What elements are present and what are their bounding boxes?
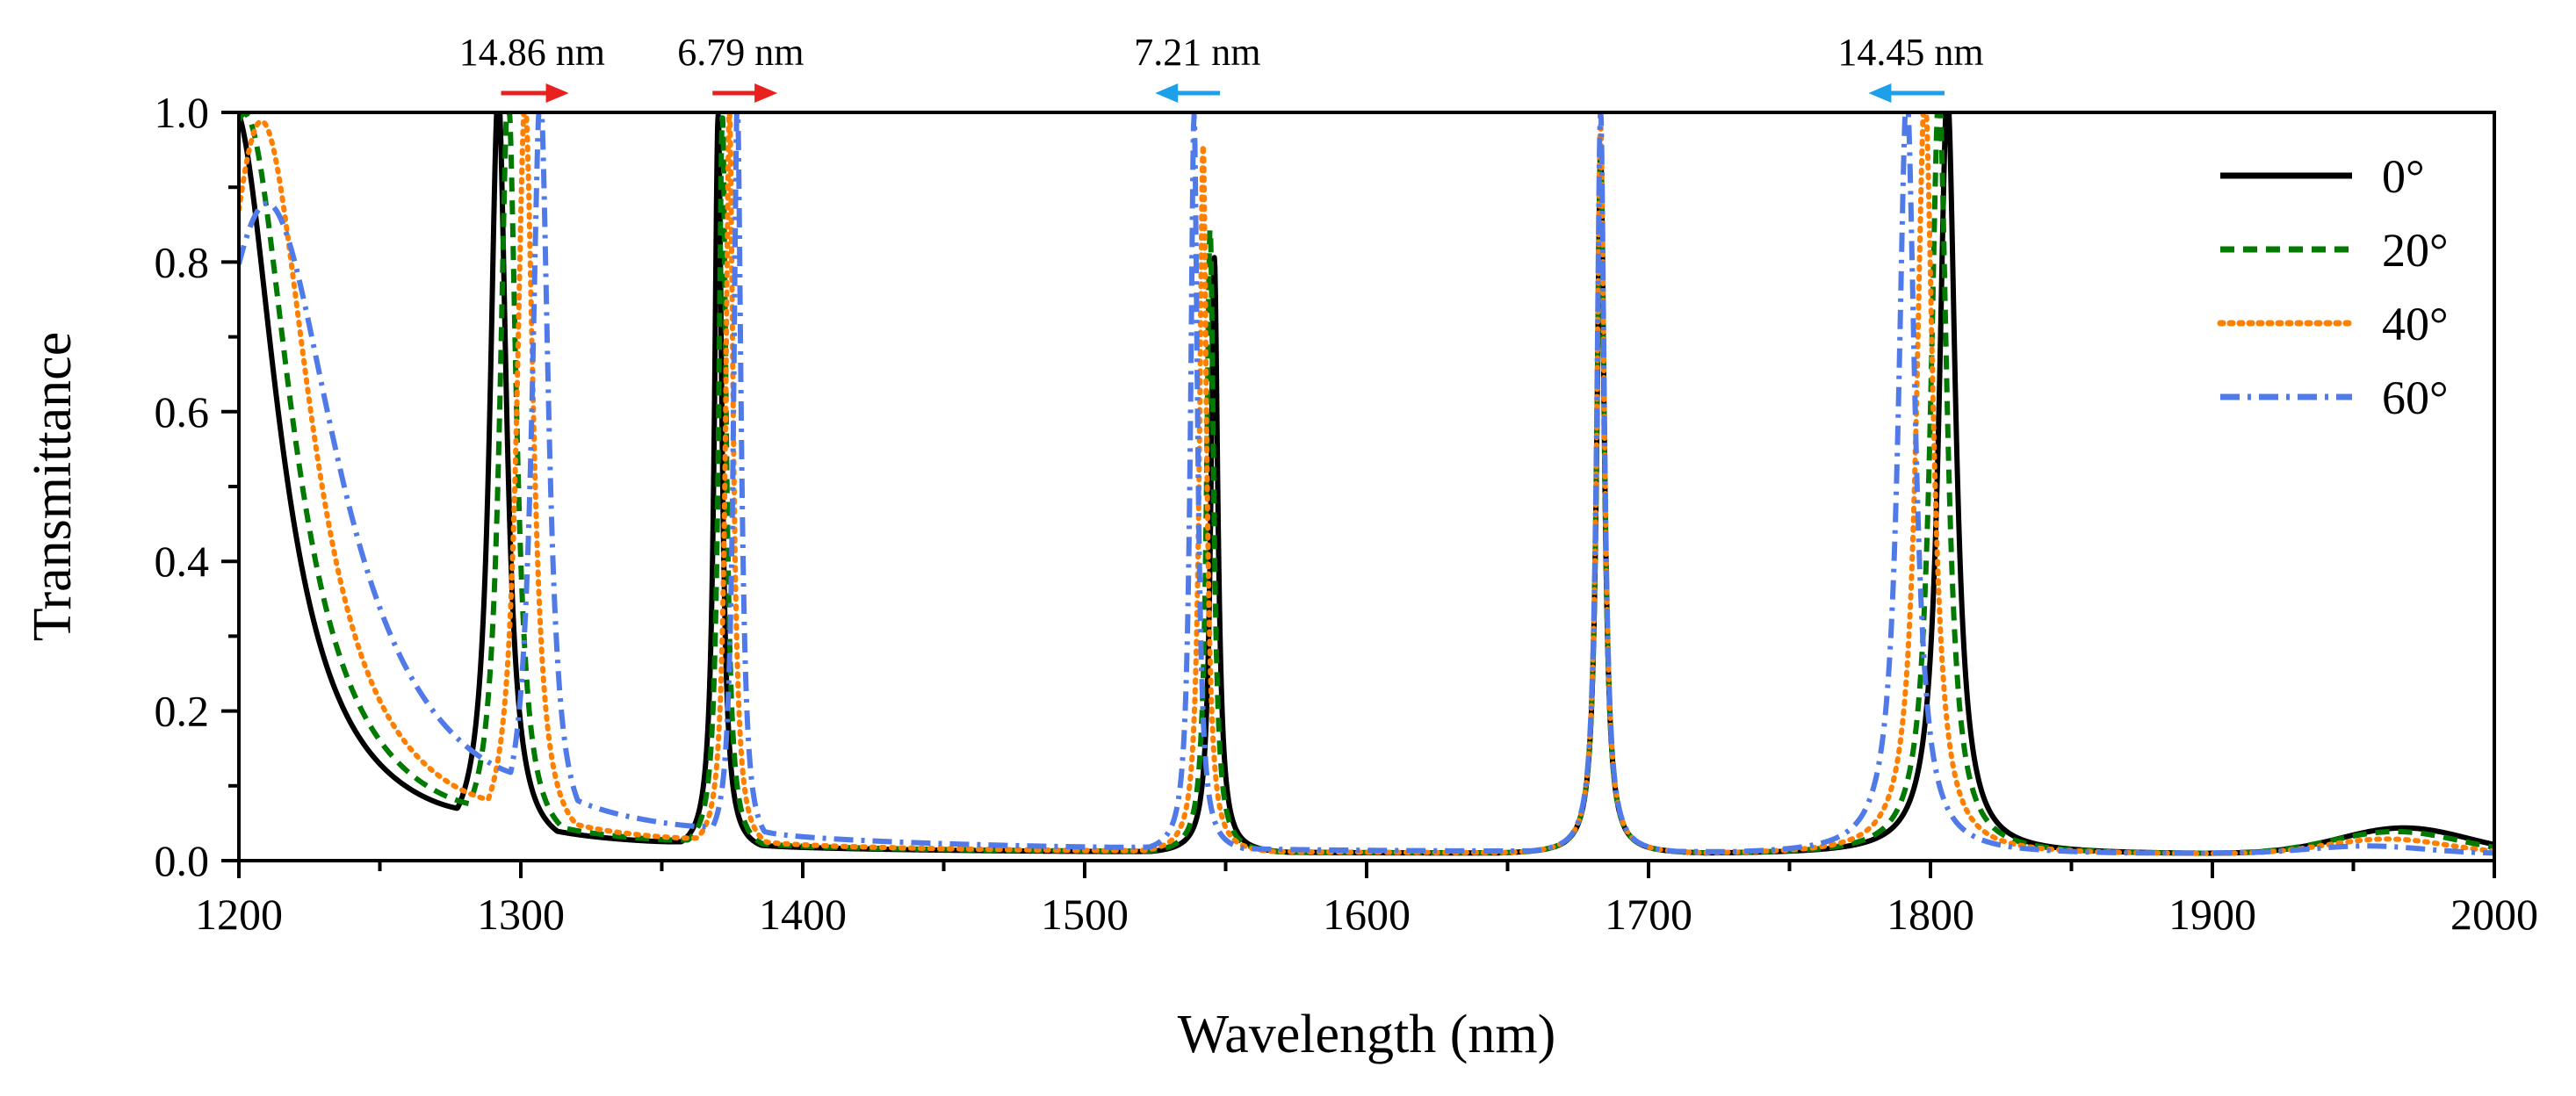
series-line-1 bbox=[237, 111, 2496, 856]
shift-label-3: 14.45 nm bbox=[1837, 31, 1983, 74]
x-tick-label: 1500 bbox=[1041, 890, 1129, 939]
x-tick-label: 2000 bbox=[2450, 890, 2538, 939]
series-line-2 bbox=[237, 111, 2496, 856]
legend: 0° 20° 40° 60° bbox=[2217, 150, 2449, 424]
legend-label-1: 20° bbox=[2382, 224, 2449, 277]
y-tick-label: 1.0 bbox=[155, 88, 210, 137]
legend-label-3: 60° bbox=[2382, 371, 2449, 424]
shift-arrow-head-3 bbox=[1868, 83, 1892, 103]
y-tick-label: 0.4 bbox=[155, 537, 210, 586]
ticks-layer: 1200 1300 1400 1500 1600 1700 1800 1900 2000 0.0 0… bbox=[155, 88, 2539, 939]
plot-frame bbox=[237, 111, 2496, 862]
x-axis-title: Wavelength (nm) bbox=[1178, 1005, 1556, 1064]
x-tick-label: 1600 bbox=[1323, 890, 1411, 939]
series-layer bbox=[237, 111, 2496, 856]
x-tick-label: 1700 bbox=[1605, 890, 1692, 939]
shift-arrow-head-2 bbox=[1155, 83, 1179, 103]
y-tick-label: 0.0 bbox=[155, 836, 210, 885]
shift-label-1: 6.79 nm bbox=[677, 31, 804, 74]
shift-arrow-head-0 bbox=[545, 83, 569, 103]
series-line-3 bbox=[237, 111, 2496, 856]
y-axis-title: Transmittance bbox=[23, 332, 83, 641]
legend-label-0: 0° bbox=[2382, 150, 2425, 203]
series-line-0 bbox=[237, 111, 2496, 856]
x-tick-label: 1200 bbox=[195, 890, 283, 939]
shift-label-0: 14.86 nm bbox=[459, 31, 605, 74]
y-tick-label: 0.6 bbox=[155, 387, 210, 436]
legend-label-2: 40° bbox=[2382, 298, 2449, 350]
x-tick-label: 1300 bbox=[477, 890, 565, 939]
x-tick-label: 1800 bbox=[1887, 890, 1974, 939]
shift-arrow-head-1 bbox=[754, 83, 778, 103]
x-tick-label: 1900 bbox=[2168, 890, 2256, 939]
annotations: 14.86 nm 6.79 nm 7.21 nm 14.45 nm bbox=[459, 31, 1984, 103]
shift-label-2: 7.21 nm bbox=[1134, 31, 1260, 74]
y-tick-label: 0.8 bbox=[155, 237, 210, 286]
x-tick-label: 1400 bbox=[759, 890, 847, 939]
y-tick-label: 0.2 bbox=[155, 687, 210, 736]
